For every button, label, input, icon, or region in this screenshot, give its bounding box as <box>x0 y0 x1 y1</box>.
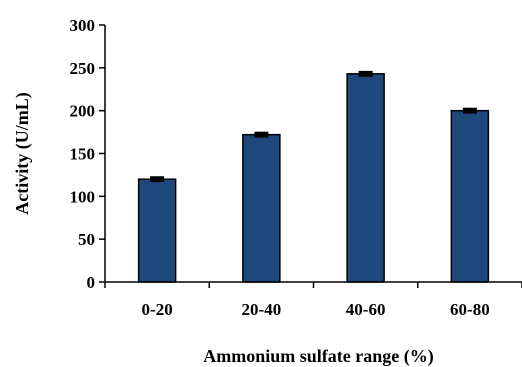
x-tick-label-60-80: 60-80 <box>450 300 490 319</box>
x-tick-label-40-60: 40-60 <box>346 300 386 319</box>
x-tick-label-0-20: 0-20 <box>142 300 173 319</box>
x-axis-ticks: 0-20 20-40 40-60 60-80 <box>104 282 522 319</box>
y-tick-label: 0 <box>87 273 96 292</box>
y-axis-title: Activity (U/mL) <box>12 92 33 214</box>
bar-40-60 <box>346 73 385 283</box>
error-bar-0-20 <box>150 176 165 183</box>
y-axis-ticks: 0 50 100 150 200 250 300 <box>70 16 105 292</box>
y-tick-label: 50 <box>78 230 95 249</box>
y-tick-label: 250 <box>70 59 96 78</box>
y-tick-label: 200 <box>70 102 96 121</box>
error-bar-20-40 <box>254 131 269 138</box>
error-bar-60-80 <box>462 107 477 114</box>
y-tick-label: 150 <box>70 145 96 164</box>
x-tick-label-20-40: 20-40 <box>242 300 282 319</box>
bar-20-40 <box>242 133 281 283</box>
y-tick-label: 100 <box>70 187 96 206</box>
x-axis-title: Ammonium sulfate range (%) <box>203 346 433 367</box>
bar-60-80 <box>450 109 490 283</box>
error-bar-40-60 <box>358 70 373 77</box>
bars <box>137 70 490 283</box>
bar-0-20 <box>137 178 177 283</box>
y-tick-label: 300 <box>70 16 96 35</box>
